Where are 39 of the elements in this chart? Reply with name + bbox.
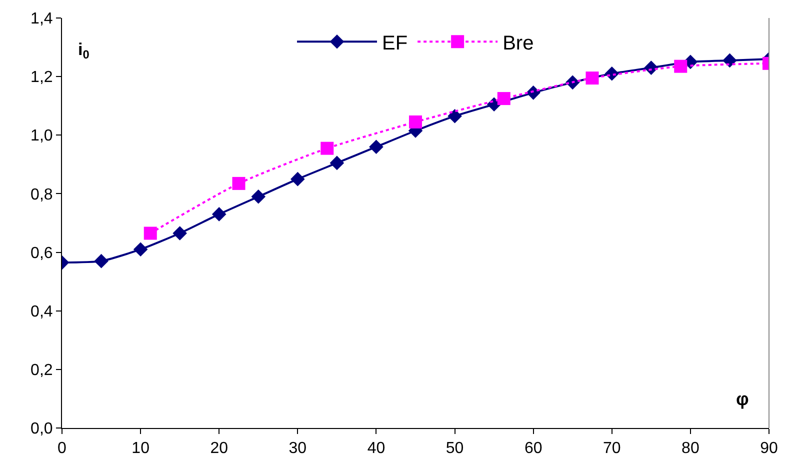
x-tick-label: 10 xyxy=(132,440,150,458)
point xyxy=(94,254,108,268)
x-tick-label: 60 xyxy=(524,440,542,458)
point xyxy=(497,92,510,106)
point xyxy=(369,140,384,154)
y-tick-label: 1,2 xyxy=(30,69,53,86)
point xyxy=(409,115,422,128)
legend-label: Bre xyxy=(502,32,534,54)
x-tick-label: 20 xyxy=(210,440,228,458)
point xyxy=(644,60,658,75)
x-tick-label: 80 xyxy=(682,440,700,458)
point xyxy=(144,226,157,240)
x-tick-label: 90 xyxy=(760,440,778,458)
x-tick-label: 70 xyxy=(602,440,621,458)
point xyxy=(320,142,334,155)
point xyxy=(674,60,688,73)
point xyxy=(172,226,187,240)
point xyxy=(133,242,148,257)
y-tick-label: 1,4 xyxy=(30,10,53,28)
y-tick-label: 0,0 xyxy=(30,420,53,438)
x-tick-label: 30 xyxy=(288,440,307,458)
x-axis-title: φ xyxy=(736,389,749,409)
point xyxy=(212,207,226,222)
point xyxy=(448,108,462,124)
point xyxy=(232,176,246,190)
y-axis-title: i$_{0}$ xyxy=(78,40,90,62)
x-tick-label: 0 xyxy=(58,440,67,458)
x-tick-label: 50 xyxy=(446,440,464,458)
point xyxy=(290,172,305,186)
x-tick-label: 40 xyxy=(367,440,386,458)
y-tick-label: 0,4 xyxy=(30,303,53,320)
y-tick-label: 0,6 xyxy=(30,244,53,262)
y-tick-label: 1,0 xyxy=(30,128,53,145)
point xyxy=(251,189,266,204)
point xyxy=(586,72,599,85)
y-tick-label: 0,8 xyxy=(30,186,53,204)
legend-label: EF xyxy=(382,32,408,54)
point xyxy=(330,156,344,170)
y-tick-label: 0,2 xyxy=(30,362,53,380)
